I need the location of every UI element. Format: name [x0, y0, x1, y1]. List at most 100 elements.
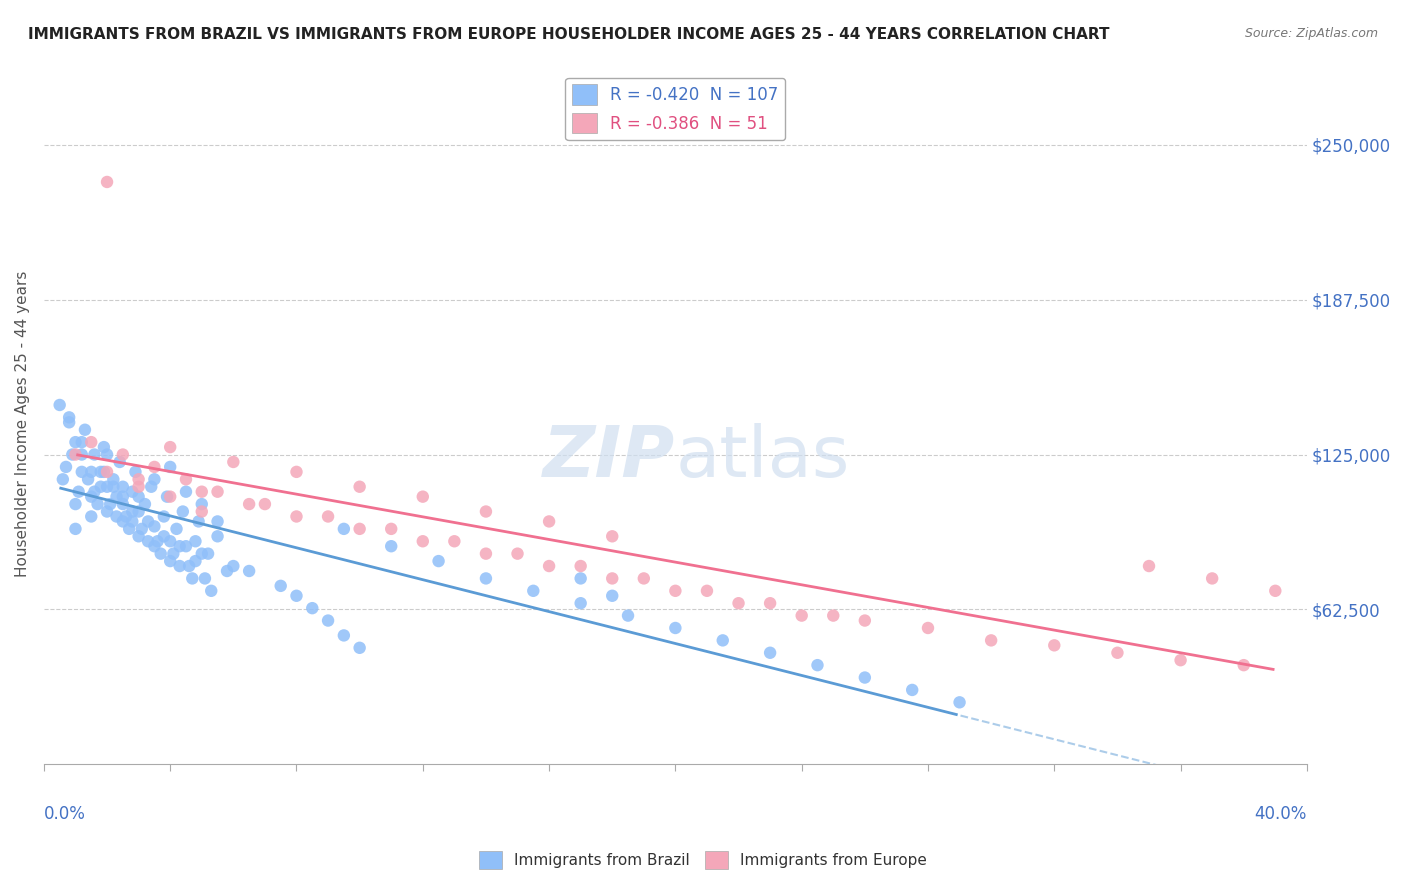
Point	[349, 640, 371, 655]
Point	[316, 509, 339, 524]
Point	[143, 459, 166, 474]
Point	[333, 522, 356, 536]
Point	[316, 614, 339, 628]
Point	[128, 480, 150, 494]
Point	[105, 490, 128, 504]
Point	[222, 559, 245, 574]
Point	[93, 465, 115, 479]
Point	[1233, 658, 1256, 673]
Point	[103, 480, 125, 494]
Point	[141, 480, 163, 494]
Point	[285, 589, 308, 603]
Point	[633, 571, 655, 585]
Point	[118, 522, 141, 536]
Point	[108, 455, 131, 469]
Point	[538, 559, 561, 574]
Point	[111, 515, 134, 529]
Point	[121, 484, 143, 499]
Point	[131, 522, 153, 536]
Point	[522, 583, 544, 598]
Point	[65, 435, 87, 450]
Point	[980, 633, 1002, 648]
Point	[128, 472, 150, 486]
Point	[128, 504, 150, 518]
Point	[105, 509, 128, 524]
Point	[349, 480, 371, 494]
Point	[166, 522, 188, 536]
Point	[600, 589, 623, 603]
Point	[159, 490, 181, 504]
Point	[569, 596, 592, 610]
Point	[90, 465, 112, 479]
Point	[48, 398, 70, 412]
Point	[301, 601, 323, 615]
Point	[115, 509, 138, 524]
Point	[696, 583, 718, 598]
Text: atlas: atlas	[675, 423, 849, 492]
Point	[380, 539, 402, 553]
Point	[538, 515, 561, 529]
Point	[65, 522, 87, 536]
Point	[412, 534, 434, 549]
Legend: Immigrants from Brazil, Immigrants from Europe: Immigrants from Brazil, Immigrants from …	[472, 845, 934, 875]
Point	[111, 490, 134, 504]
Point	[948, 695, 970, 709]
Point	[238, 497, 260, 511]
Point	[96, 504, 118, 518]
Point	[184, 534, 207, 549]
Point	[475, 504, 498, 518]
Point	[569, 571, 592, 585]
Point	[172, 504, 194, 518]
Point	[759, 596, 782, 610]
Point	[96, 175, 118, 189]
Text: IMMIGRANTS FROM BRAZIL VS IMMIGRANTS FROM EUROPE HOUSEHOLDER INCOME AGES 25 - 44: IMMIGRANTS FROM BRAZIL VS IMMIGRANTS FRO…	[28, 27, 1109, 42]
Text: ZIP: ZIP	[543, 423, 675, 492]
Point	[207, 515, 229, 529]
Point	[70, 435, 93, 450]
Point	[443, 534, 465, 549]
Point	[600, 529, 623, 543]
Point	[124, 465, 146, 479]
Point	[83, 448, 105, 462]
Point	[191, 484, 214, 499]
Point	[149, 547, 172, 561]
Point	[128, 490, 150, 504]
Point	[65, 448, 87, 462]
Point	[143, 539, 166, 553]
Point	[222, 455, 245, 469]
Point	[475, 547, 498, 561]
Point	[1043, 638, 1066, 652]
Point	[153, 509, 176, 524]
Point	[187, 515, 209, 529]
Point	[73, 423, 96, 437]
Point	[83, 484, 105, 499]
Point	[569, 559, 592, 574]
Point	[159, 440, 181, 454]
Point	[111, 480, 134, 494]
Point	[80, 435, 103, 450]
Point	[86, 497, 108, 511]
Point	[181, 571, 204, 585]
Point	[80, 490, 103, 504]
Point	[162, 547, 184, 561]
Point	[917, 621, 939, 635]
Point	[169, 539, 191, 553]
Point	[146, 534, 169, 549]
Point	[191, 504, 214, 518]
Point	[1264, 583, 1286, 598]
Point	[65, 497, 87, 511]
Point	[174, 484, 197, 499]
Point	[174, 539, 197, 553]
Text: 0.0%: 0.0%	[44, 805, 86, 823]
Point	[184, 554, 207, 568]
Point	[759, 646, 782, 660]
Point	[711, 633, 734, 648]
Point	[194, 571, 217, 585]
Point	[475, 571, 498, 585]
Point	[70, 448, 93, 462]
Point	[156, 490, 179, 504]
Point	[90, 480, 112, 494]
Point	[77, 472, 100, 486]
Point	[427, 554, 450, 568]
Point	[664, 621, 686, 635]
